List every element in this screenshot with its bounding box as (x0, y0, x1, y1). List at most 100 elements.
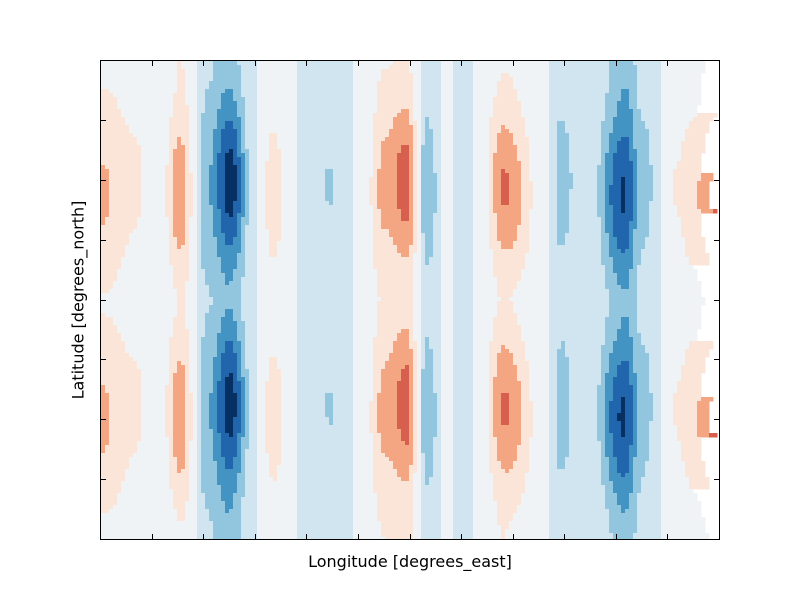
contour-cell (245, 245, 258, 250)
contour-cell (661, 369, 682, 374)
contour-cell (493, 209, 522, 214)
contour-cell (501, 245, 514, 250)
contour-cell (185, 93, 198, 98)
contour-cell (633, 169, 638, 174)
contour-cell (501, 405, 510, 410)
contour-cell (373, 205, 378, 210)
contour-cell (425, 349, 434, 354)
contour-cell (637, 493, 662, 498)
contour-cell (241, 217, 250, 222)
contour-cell (413, 313, 422, 318)
contour-cell (409, 413, 414, 418)
contour-cell (269, 465, 278, 470)
contour-cell (369, 185, 378, 190)
contour-cell (109, 421, 142, 426)
contour-cell (649, 433, 662, 438)
contour-cell (573, 185, 598, 190)
contour-cell (249, 213, 258, 218)
contour-cell (189, 277, 198, 282)
contour-cell (217, 253, 238, 258)
contour-cell (429, 337, 442, 342)
contour-cell (241, 197, 246, 202)
contour-cell (473, 225, 490, 230)
contour-cell (257, 453, 270, 458)
contour-cell (557, 209, 570, 214)
contour-cell (529, 393, 550, 398)
contour-cell (257, 313, 298, 318)
contour-cell (373, 397, 378, 402)
contour-cell (201, 221, 214, 226)
contour-cell (381, 141, 414, 146)
contour-cell (297, 465, 354, 470)
contour-cell (629, 229, 634, 234)
contour-cell (453, 149, 474, 154)
contour-cell (609, 313, 638, 318)
x-tick-bottom (152, 534, 153, 539)
contour-cell (677, 437, 702, 442)
contour-cell (613, 121, 634, 126)
contour-cell (125, 341, 170, 346)
contour-cell (453, 489, 474, 494)
contour-cell (489, 409, 494, 414)
contour-cell (245, 121, 258, 126)
contour-cell (353, 497, 378, 502)
contour-cell (173, 281, 186, 286)
contour-cell (637, 309, 662, 314)
contour-cell (517, 93, 550, 98)
contour-cell (617, 141, 630, 146)
contour-cell (169, 365, 178, 370)
contour-cell (473, 377, 490, 382)
contour-cell (621, 201, 626, 206)
contour-cell (529, 221, 550, 226)
contour-cell (245, 397, 250, 402)
contour-cell (165, 389, 174, 394)
contour-cell (121, 489, 174, 494)
contour-cell (617, 113, 634, 118)
contour-cell (173, 181, 186, 186)
contour-cell (417, 365, 422, 370)
contour-cell (121, 113, 174, 118)
contour-cell (169, 469, 178, 474)
contour-cell (257, 529, 298, 534)
contour-cell (169, 257, 190, 262)
contour-cell (549, 305, 610, 310)
contour-cell (425, 241, 434, 246)
contour-cell (421, 217, 434, 222)
contour-cell (257, 449, 266, 454)
contour-cell (297, 129, 354, 134)
contour-cell (201, 265, 222, 270)
contour-cell (297, 441, 354, 446)
contour-cell (685, 129, 710, 134)
contour-cell (441, 245, 454, 250)
contour-cell (101, 137, 138, 142)
contour-cell (605, 177, 614, 182)
contour-cell (453, 321, 474, 326)
contour-cell (381, 153, 398, 158)
contour-cell (493, 201, 502, 206)
contour-cell (205, 329, 222, 334)
contour-cell (201, 189, 210, 194)
contour-cell (661, 193, 674, 198)
contour-cell (257, 145, 270, 150)
contour-cell (673, 177, 702, 182)
contour-cell (473, 253, 494, 258)
contour-cell (409, 65, 422, 70)
contour-cell (489, 225, 498, 230)
contour-cell (225, 345, 234, 350)
contour-cell (353, 225, 374, 230)
contour-cell (397, 473, 410, 478)
contour-cell (549, 97, 606, 102)
contour-cell (373, 113, 398, 118)
contour-cell (421, 421, 438, 426)
contour-cell (189, 233, 198, 238)
contour-cell (529, 365, 550, 370)
contour-cell (181, 61, 198, 66)
x-tick-bottom (255, 534, 256, 539)
contour-cell (281, 429, 298, 434)
contour-cell (265, 205, 282, 210)
contour-cell (257, 333, 298, 338)
contour-cell (245, 125, 258, 130)
contour-cell (661, 393, 674, 398)
contour-cell (413, 481, 422, 486)
contour-cell (421, 109, 442, 114)
